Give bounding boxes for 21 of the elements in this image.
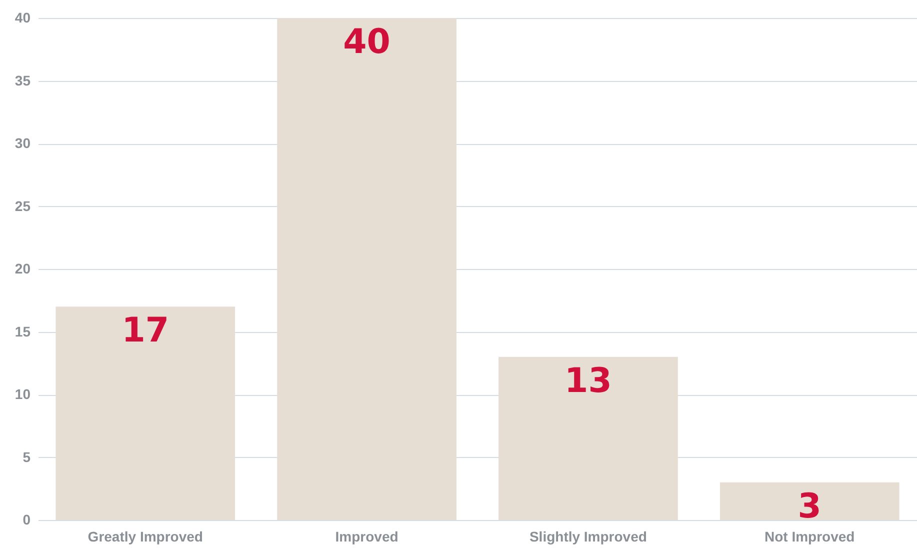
data-label: 3 bbox=[798, 486, 822, 526]
y-tick-label: 0 bbox=[22, 512, 31, 528]
x-tick-label: Greatly Improved bbox=[88, 528, 203, 544]
bar bbox=[56, 306, 236, 520]
data-label: 40 bbox=[343, 22, 390, 62]
y-tick-label: 10 bbox=[14, 386, 31, 402]
bar bbox=[720, 482, 900, 520]
x-tick-label: Not Improved bbox=[764, 528, 855, 544]
y-tick-label: 15 bbox=[14, 323, 31, 340]
y-tick-label: 20 bbox=[14, 260, 31, 276]
bar bbox=[498, 356, 678, 520]
y-tick-label: 30 bbox=[14, 135, 31, 151]
data-label: 13 bbox=[564, 360, 612, 401]
x-tick-label: Improved bbox=[335, 528, 398, 544]
bar bbox=[277, 18, 456, 520]
x-tick-label: Slightly Improved bbox=[529, 528, 647, 544]
y-tick-label: 25 bbox=[14, 198, 31, 214]
y-tick-label: 35 bbox=[14, 72, 31, 88]
data-label: 17 bbox=[122, 310, 170, 351]
y-tick-label: 40 bbox=[14, 10, 31, 26]
y-tick-label: 5 bbox=[22, 448, 31, 465]
